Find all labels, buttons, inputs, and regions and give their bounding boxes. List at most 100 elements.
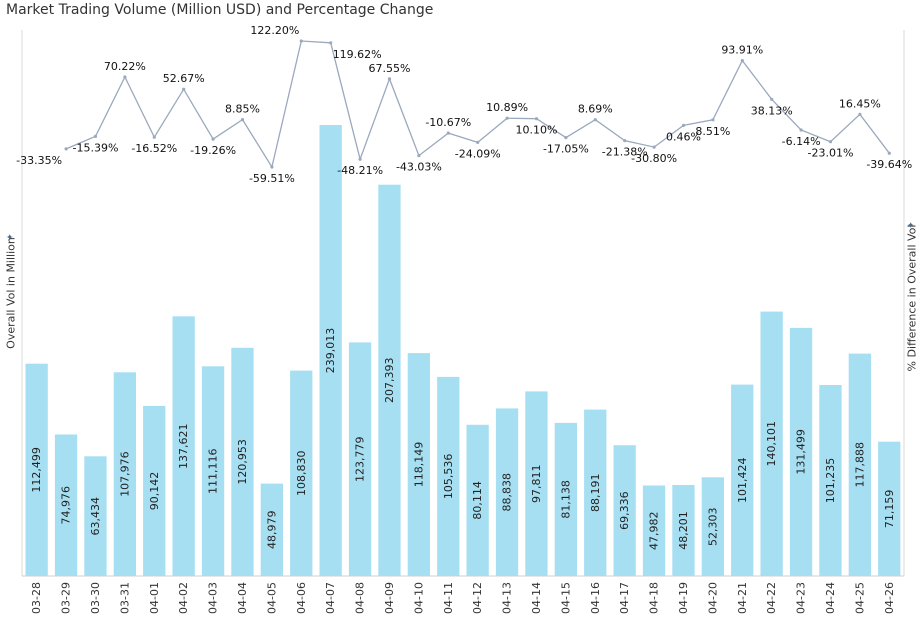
bar-value-label: 131,499 [795,429,808,475]
x-tick-label: 04-03 [207,582,220,614]
bar-04-02 [172,316,195,576]
chart-axes [21,30,905,577]
line-series [64,39,891,169]
bar-value-label: 88,838 [501,473,514,512]
line-point [240,118,245,122]
bar-04-25 [848,353,871,576]
bar-value-label: 63,434 [89,497,102,536]
line-point [358,157,362,161]
percent-label: 8.85% [225,103,260,116]
line-point [564,136,568,140]
line-point [652,145,656,149]
line-point [681,123,686,127]
bar-04-07 [319,125,342,576]
x-tick-label: 04-25 [853,582,866,614]
bar-04-08 [348,342,372,576]
bar-value-label: 88,191 [589,474,602,513]
x-tick-label: 04-22 [765,582,778,614]
bar-03-29 [54,434,78,576]
bar-value-label: 101,424 [736,458,749,504]
bar-04-17 [613,445,636,576]
bar-value-label: 48,979 [265,511,278,550]
bar-04-11 [437,376,460,576]
x-tick-label: 04-12 [471,582,484,614]
bar-value-labels: 112,499 74,976 63,434 107,976 90,142 137,621 1… [30,328,896,550]
x-tick-label: 04-10 [412,582,425,614]
percent-label: -24.09% [455,147,501,160]
x-tick-label: 04-18 [648,582,661,614]
line-point [711,118,715,122]
line-point [417,154,421,158]
line-point [740,59,744,63]
bar-value-label: 97,811 [530,464,543,503]
axis-titles: Overall Vol in Million✦% Difference in O… [5,221,919,372]
x-tick-label: 04-20 [706,582,719,614]
chart-title: Market Trading Volume (Million USD) and … [6,2,434,18]
percent-label: 38.13% [751,104,793,117]
percent-label: 10.10% [516,124,558,137]
percent-label: -16.52% [131,142,177,155]
percent-label: 122.20% [250,24,299,37]
bar-value-label: 117,888 [853,442,866,488]
bar-04-22 [760,311,783,576]
line-point [887,151,891,155]
percent-label: -15.39% [73,141,119,154]
percent-label: -6.14% [782,135,821,148]
bar-04-06 [290,370,313,576]
x-tick-label: 04-01 [148,582,161,614]
bar-value-label: 71,159 [883,490,896,529]
percent-label: -43.03% [396,161,442,174]
y-axis-sort-icon[interactable]: ✦ [6,233,16,241]
bar-value-label: 207,393 [383,358,396,404]
line-point [152,135,156,139]
percent-label: 93.91% [721,44,763,57]
line-point [858,112,862,116]
percent-label: 8.69% [578,103,613,116]
y2-axis-title: % Difference in Overall Vol [906,225,919,372]
percent-label: 8.51% [695,125,730,138]
bar-04-21 [731,384,754,576]
x-tick-label: 04-06 [295,582,308,614]
line-point [828,140,833,144]
line-point [387,77,392,81]
line-point [593,118,597,122]
line-point [93,134,98,138]
bar-value-label: 120,953 [236,439,249,485]
line-point [182,87,186,91]
bar-value-label: 69,336 [618,491,631,529]
line-point [123,75,127,79]
bar-value-label: 239,013 [324,328,337,374]
percent-label: 10.89% [486,101,528,114]
bar-04-12 [466,424,489,576]
x-tick-labels: 03-28 03-29 03-30 03-31 04-01 04-02 04-03 04-04… [30,582,896,614]
x-tick-label: 04-24 [824,582,837,614]
percent-label: -33.35% [16,154,62,167]
bar-value-label: 52,303 [706,507,719,546]
percent-label: -48.21% [337,164,383,177]
percent-label: -30.80% [631,152,677,165]
x-tick-label: 04-04 [236,582,249,614]
bar-04-04 [231,347,254,576]
bar-value-label: 112,499 [30,447,43,493]
x-tick-label: 04-02 [177,582,190,614]
x-tick-label: 04-05 [265,582,278,614]
bar-value-label: 105,536 [442,454,455,500]
percent-label: -10.67% [425,116,471,129]
x-tick-label: 03-28 [30,582,43,614]
y2-axis-sort-icon[interactable]: ✦ [907,221,917,229]
bar-value-label: 80,114 [471,481,484,520]
x-tick-label: 04-26 [883,582,896,614]
x-tick-label: 04-15 [559,582,572,614]
bar-04-14 [525,391,548,576]
line-point [505,116,509,120]
bar-series [25,125,901,576]
bar-03-28 [25,363,48,576]
bar-value-label: 47,982 [648,511,661,550]
line-point [299,39,303,43]
bar-value-label: 101,235 [824,458,837,504]
percent-label: 70.22% [104,60,146,73]
x-tick-label: 04-19 [677,582,690,614]
x-tick-label: 03-30 [89,582,102,614]
x-tick-label: 04-09 [383,582,396,614]
